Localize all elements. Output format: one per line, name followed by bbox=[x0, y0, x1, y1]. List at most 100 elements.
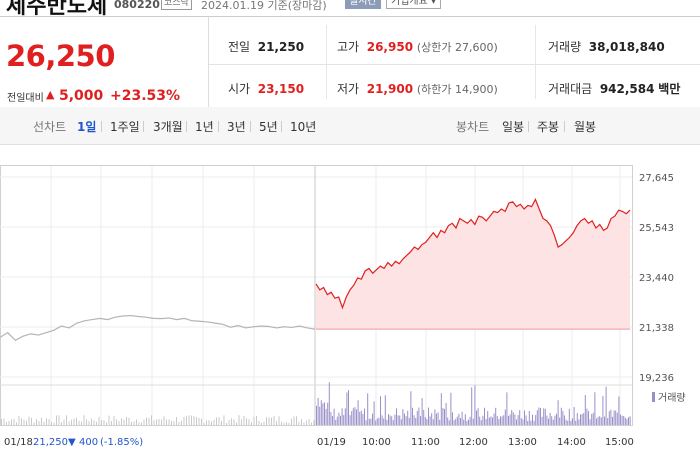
volume-bar bbox=[324, 402, 325, 425]
volume-bar bbox=[543, 408, 545, 425]
volume-bar bbox=[623, 415, 625, 425]
volume-bar bbox=[541, 416, 543, 425]
period-1d[interactable]: 1일 bbox=[77, 120, 97, 134]
volume-bar bbox=[552, 419, 554, 425]
volume-bar bbox=[528, 410, 530, 425]
volume-bar bbox=[391, 416, 393, 425]
volume-bar bbox=[246, 418, 247, 425]
volume-bar bbox=[364, 408, 365, 425]
period-1w[interactable]: 1주일 bbox=[110, 120, 140, 134]
volume-bar bbox=[463, 419, 465, 425]
volume-bar bbox=[375, 420, 377, 425]
volume-bar bbox=[554, 415, 556, 425]
volume-bar bbox=[576, 413, 578, 425]
volume-bar bbox=[156, 419, 157, 425]
volume-bar bbox=[186, 416, 187, 425]
volume-bar bbox=[512, 412, 514, 425]
volume-bar bbox=[268, 417, 270, 425]
volume-bar bbox=[108, 415, 110, 425]
period-3m[interactable]: 3개월 bbox=[153, 120, 183, 134]
volume-bar bbox=[381, 415, 383, 425]
volume-bar bbox=[605, 386, 607, 425]
volume-bar bbox=[386, 419, 388, 425]
volume-bar bbox=[301, 419, 302, 425]
volume-bar bbox=[53, 422, 55, 425]
volume-bar bbox=[520, 418, 522, 425]
volume-bar bbox=[399, 415, 401, 425]
x-tick-label: 13:00 bbox=[508, 437, 537, 448]
period-5y[interactable]: 5년 bbox=[259, 120, 278, 134]
volume-bar bbox=[31, 417, 32, 425]
volume-bar bbox=[348, 390, 349, 425]
volume-bar bbox=[460, 417, 461, 425]
volume-bar bbox=[163, 416, 165, 425]
volume-bar bbox=[373, 401, 375, 425]
volume-bar bbox=[474, 385, 476, 425]
x-tick-label: 11:00 bbox=[411, 437, 440, 448]
volume-bar bbox=[524, 410, 525, 425]
volume-bar bbox=[421, 398, 423, 425]
volume-bar bbox=[432, 419, 434, 425]
volume-bar bbox=[392, 420, 394, 425]
volume-bar bbox=[551, 416, 553, 425]
stat-value: 942,584 bbox=[599, 82, 655, 96]
volume-bar bbox=[482, 415, 484, 425]
volume-bar bbox=[548, 418, 549, 425]
volume-bar bbox=[281, 421, 282, 425]
volume-bar bbox=[166, 419, 167, 425]
volume-bar bbox=[466, 420, 468, 425]
volume-bar bbox=[258, 420, 260, 425]
volume-bar bbox=[516, 419, 517, 425]
volume-bar bbox=[600, 417, 602, 425]
realtime-button[interactable]: 실시간 bbox=[345, 0, 381, 9]
volume-bar bbox=[560, 407, 562, 425]
divider bbox=[326, 25, 327, 99]
volume-bar bbox=[469, 416, 471, 425]
stat-label: 거래량 bbox=[548, 40, 582, 54]
x-tick-label: 10:00 bbox=[362, 437, 391, 448]
volume-bar bbox=[360, 410, 362, 425]
stat-label: 거래대금 bbox=[548, 82, 593, 96]
period-3y[interactable]: 3년 bbox=[227, 120, 246, 134]
volume-bar bbox=[248, 419, 250, 425]
period-10y[interactable]: 10년 bbox=[290, 120, 317, 134]
volume-bar bbox=[198, 417, 200, 425]
volume-bar bbox=[597, 416, 599, 425]
volume-bar bbox=[479, 416, 481, 425]
stat-value: 23,150 bbox=[257, 82, 305, 96]
volume-bar bbox=[13, 418, 15, 425]
volume-bar bbox=[591, 413, 593, 425]
period-1y[interactable]: 1년 bbox=[195, 120, 214, 134]
stat-label: 저가 bbox=[337, 82, 360, 96]
volume-bar bbox=[434, 409, 436, 425]
volume-bar bbox=[570, 420, 572, 425]
today-area-fill bbox=[316, 199, 630, 330]
volume-bar bbox=[41, 417, 42, 425]
volume-bar bbox=[423, 409, 425, 425]
volume-bar bbox=[464, 414, 466, 425]
prev-day-date: 01/18 bbox=[4, 437, 33, 448]
y-tick-label: 23,440 bbox=[639, 273, 674, 284]
prev-day-series bbox=[0, 314, 316, 342]
candle-monthly[interactable]: 월봉 bbox=[574, 120, 597, 134]
volume-bar bbox=[6, 422, 7, 425]
volume-bar bbox=[383, 418, 385, 425]
x-tick-label: 12:00 bbox=[459, 437, 488, 448]
volume-bar bbox=[471, 387, 473, 425]
volume-bar bbox=[296, 416, 297, 425]
volume-bar bbox=[389, 415, 391, 425]
volume-bar bbox=[501, 416, 503, 425]
volume-bar bbox=[201, 418, 202, 425]
corp-info-button[interactable]: 기업개요 ▾ bbox=[386, 0, 441, 9]
volume-bar bbox=[573, 407, 575, 425]
volume-bar bbox=[500, 416, 501, 425]
candle-daily[interactable]: 일봉 bbox=[502, 120, 525, 134]
volume-bar bbox=[368, 418, 370, 425]
prev-day-close: 21,250 bbox=[33, 437, 68, 448]
candle-weekly[interactable]: 주봉 bbox=[537, 120, 560, 134]
volume-bar bbox=[223, 415, 225, 425]
lower-limit: (하한가 14,900) bbox=[416, 83, 498, 96]
volume-bar bbox=[316, 405, 317, 425]
volume-bar bbox=[450, 392, 452, 425]
divider bbox=[101, 121, 102, 132]
